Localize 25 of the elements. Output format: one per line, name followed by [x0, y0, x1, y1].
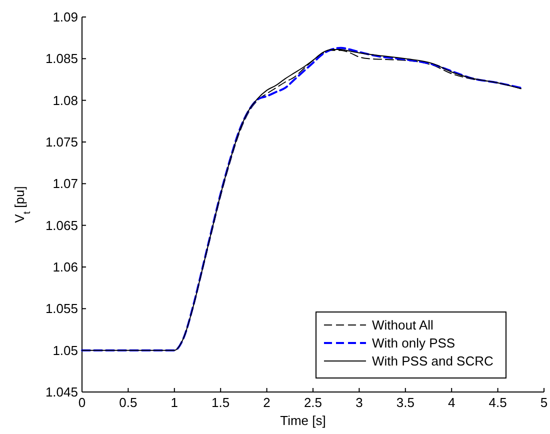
y-tick-label: 1.075 [45, 134, 78, 150]
y-tick-label: 1.065 [45, 218, 78, 233]
legend-label: With only PSS [372, 336, 456, 350]
y-tick-label: 1.07 [52, 176, 78, 192]
x-tick-label: 4 [448, 395, 456, 410]
x-tick-label: 2 [263, 395, 270, 410]
legend-label: With PSS and SCRC [372, 354, 494, 368]
y-tick-label: 1.05 [52, 342, 78, 358]
x-tick-label: 5 [540, 395, 548, 410]
y-tick-label: 1.085 [45, 51, 78, 66]
y-tick-label: 1.08 [52, 92, 78, 108]
x-tick-label: 0 [78, 395, 86, 410]
x-tick-label: 3 [356, 395, 363, 410]
legend-label: Without All [372, 318, 434, 332]
x-tick-label: 1.5 [212, 395, 230, 410]
x-tick-label: 4.5 [488, 395, 507, 410]
x-tick-label: 2.5 [304, 395, 322, 410]
y-tick-label: 1.09 [52, 10, 78, 24]
y-tick-label: 1.045 [45, 384, 78, 400]
x-tick-label: 1 [170, 395, 178, 410]
y-tick-label: 1.055 [45, 301, 78, 316]
y-tick-label: 1.06 [52, 260, 78, 274]
x-tick-label: 0.5 [119, 395, 138, 410]
x-tick-label: 3.5 [396, 395, 414, 410]
x-axis-title: Time [s] [280, 413, 326, 428]
